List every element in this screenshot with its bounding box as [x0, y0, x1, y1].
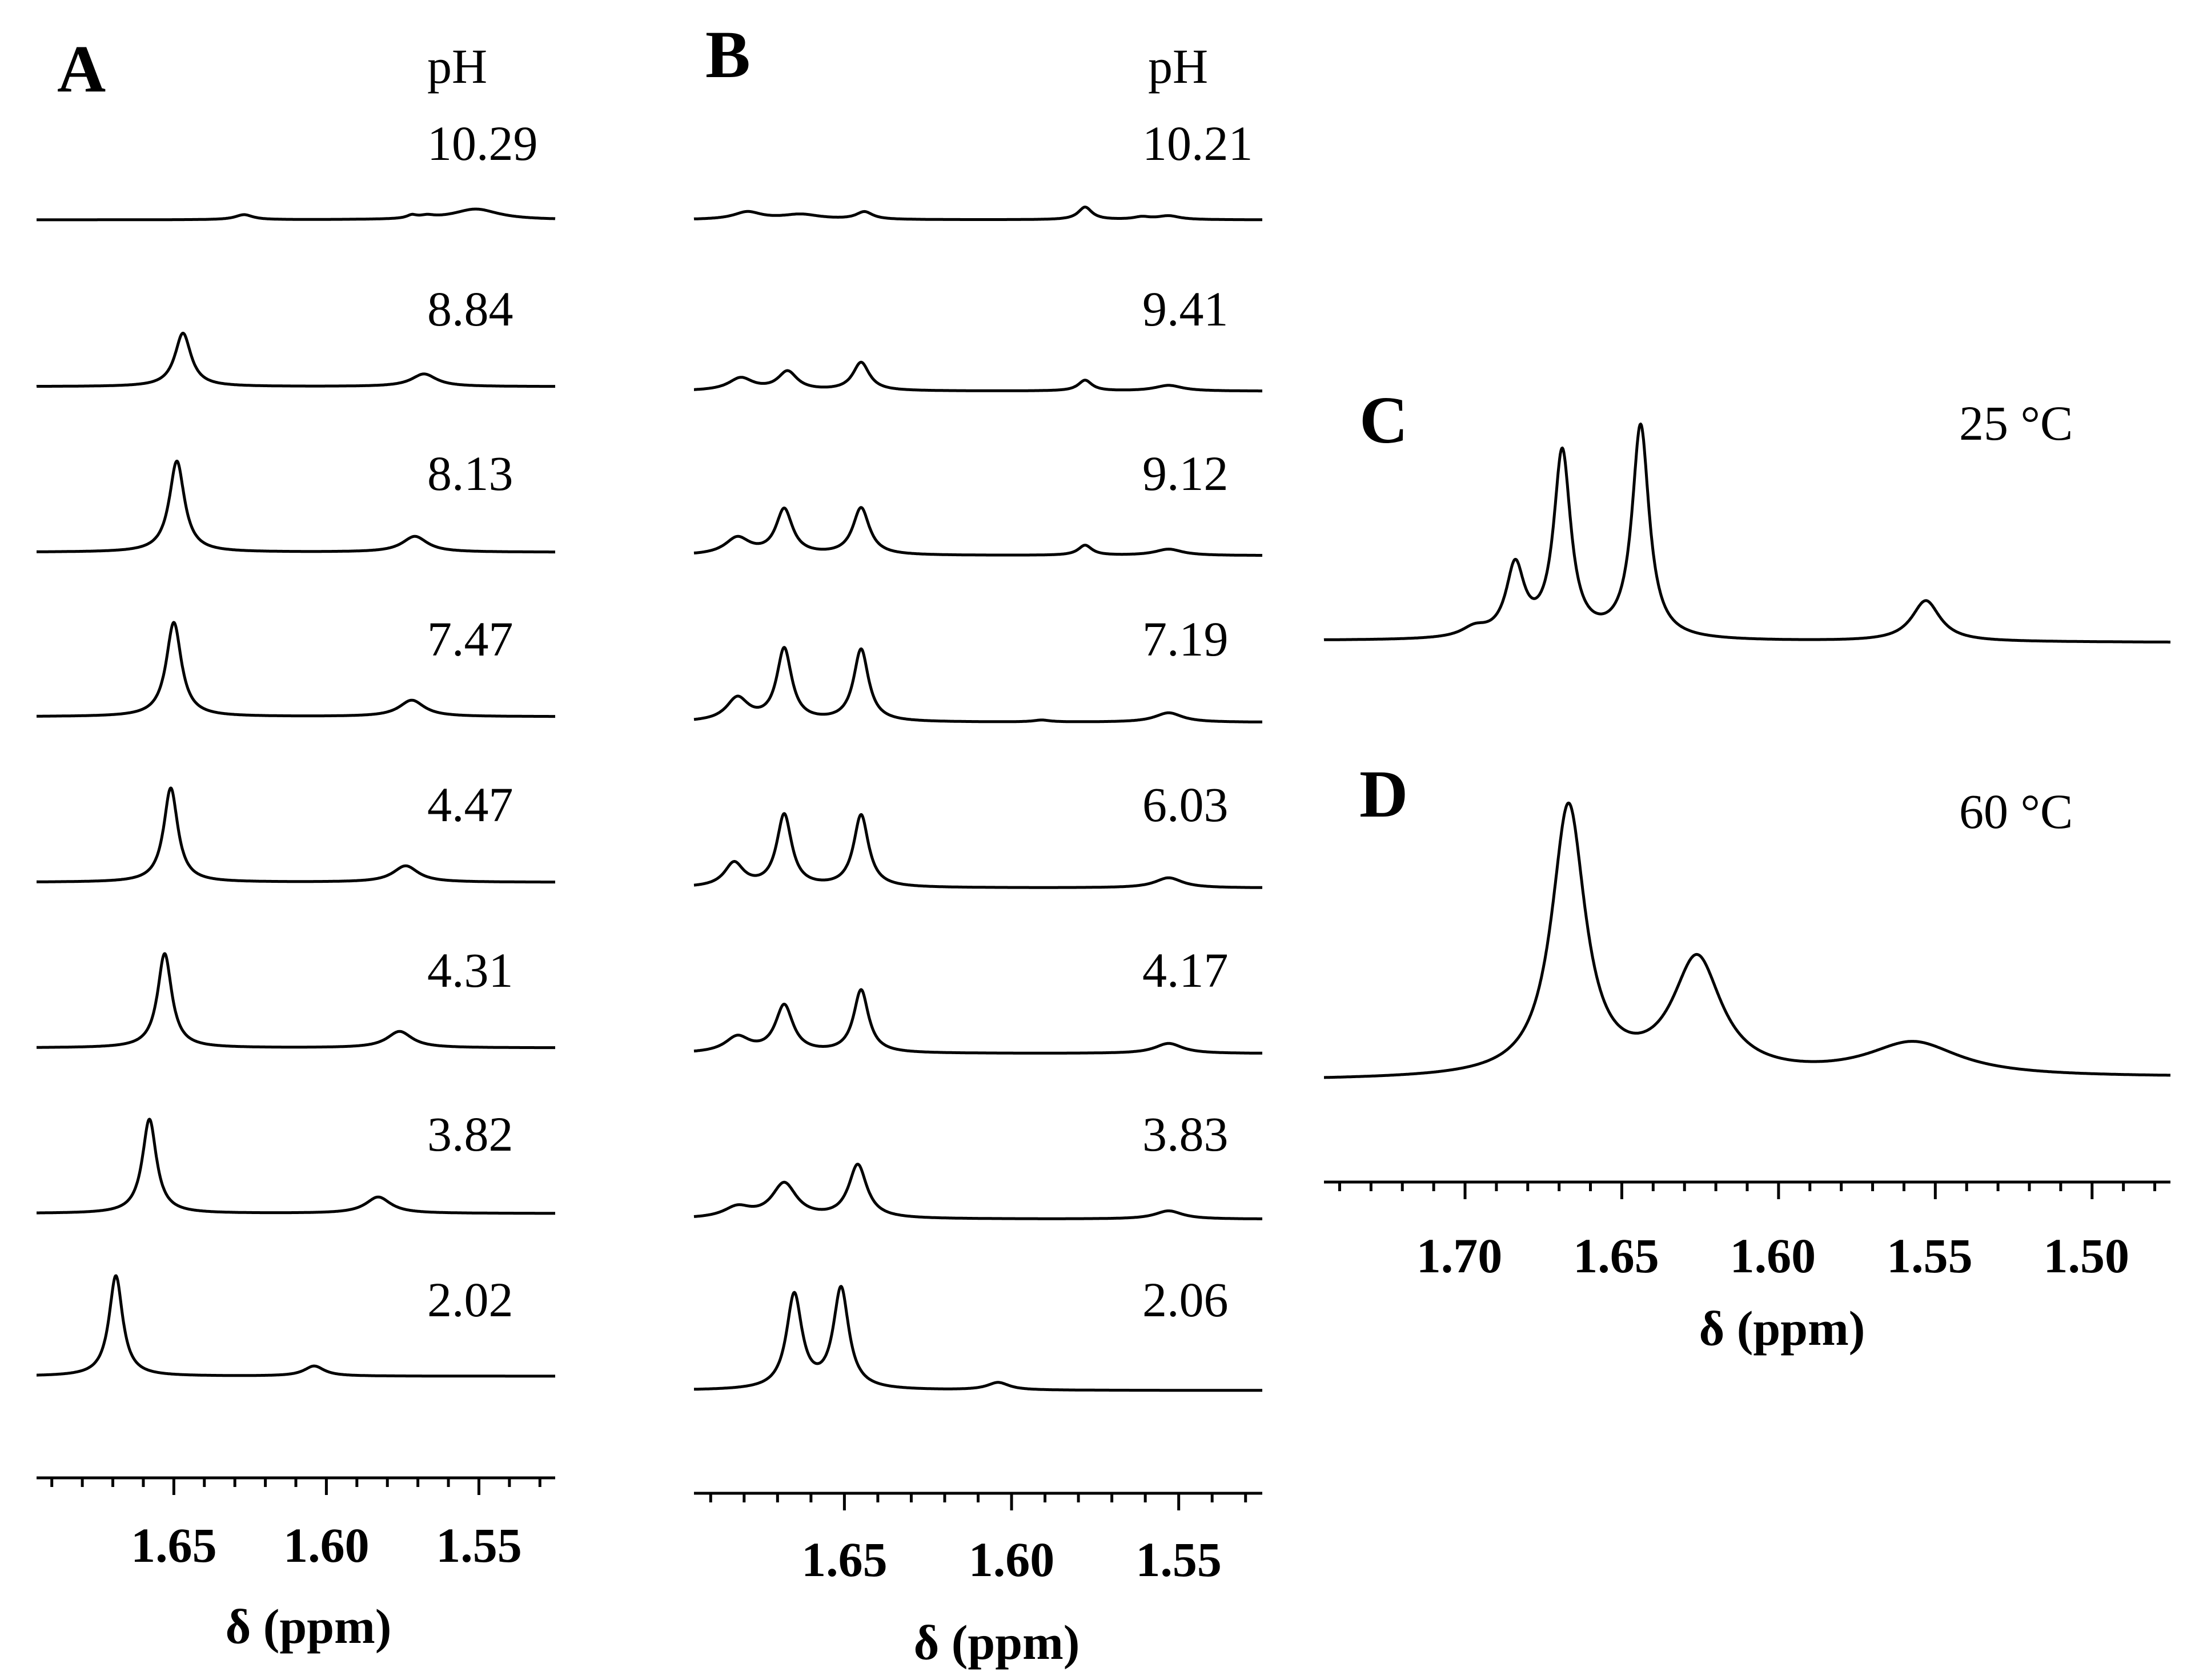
panel-a-tick-label: 1.60	[283, 1518, 370, 1573]
panel-b-ph-label-10-21: 10.21	[1142, 116, 1253, 171]
panel-d: D 60 °C 1.70 1.65 1.60 1.55 1.50 δ (ppm)	[1323, 757, 2172, 1356]
panel-d-tick-label: 1.65	[1573, 1228, 1659, 1283]
panel-b-spectrum-ph-7-19	[693, 646, 1263, 724]
panel-b-ph-label-2-06: 2.06	[1142, 1272, 1229, 1327]
panel-d-x-axis: 1.70 1.65 1.60 1.55 1.50	[1324, 1180, 2170, 1283]
panel-b: B pH 10.21 9.41 9.12 7.19 6.03 4.17 3.83 2.06 1…	[693, 17, 1263, 1670]
panel-d-spectra	[1323, 801, 2172, 1079]
panel-b-spectrum-ph-4-17	[693, 988, 1263, 1055]
panel-a-spectrum-ph-10-29	[35, 207, 556, 222]
panel-b-tick-label: 1.60	[969, 1532, 1055, 1587]
panel-c-temperature-label: 25 °C	[1959, 396, 2073, 451]
panel-a-spectra: 10.29 8.84 8.13 7.47 4.47 4.31 3.82 2.02	[35, 116, 556, 1378]
panel-b-spectrum-ph-9-41	[693, 360, 1263, 393]
panel-b-x-axis-title: δ (ppm)	[914, 1615, 1080, 1670]
panel-b-ph-label-3-83: 3.83	[1142, 1107, 1229, 1161]
panel-c-spectrum-25c	[1323, 423, 2172, 644]
panel-b-ph-label-9-41: 9.41	[1142, 282, 1229, 336]
panel-b-tick-label: 1.65	[801, 1532, 888, 1587]
panel-b-ph-label-6-03: 6.03	[1142, 777, 1229, 832]
panel-a-ph-label-4-47: 4.47	[427, 777, 513, 832]
panel-a-ph-label-3-82: 3.82	[427, 1107, 513, 1161]
panel-a-ph-label-7-47: 7.47	[427, 612, 513, 666]
panel-b-ph-label-7-19: 7.19	[1142, 612, 1229, 666]
panel-c-letter: C	[1359, 383, 1408, 457]
panel-d-tick-label: 1.50	[2044, 1228, 2130, 1283]
panel-a-ph-header: pH	[427, 39, 487, 94]
panel-b-spectrum-ph-2-06	[693, 1285, 1263, 1392]
panel-a-spectrum-ph-8-13	[35, 460, 556, 554]
panel-a-ph-label-10-29: 10.29	[427, 116, 538, 171]
panel-a-spectrum-ph-3-82	[35, 1118, 556, 1215]
panel-d-letter: D	[1359, 757, 1408, 831]
panel-a-spectrum-ph-7-47	[35, 621, 556, 718]
panel-a-ph-label-8-84: 8.84	[427, 282, 513, 336]
panel-b-tick-label: 1.55	[1135, 1532, 1222, 1587]
panel-b-ph-label-4-17: 4.17	[1142, 943, 1229, 998]
panel-d-x-axis-title: δ (ppm)	[1699, 1301, 1865, 1356]
panel-c-spectra	[1323, 423, 2172, 644]
panel-b-spectrum-ph-6-03	[693, 812, 1263, 889]
panel-a: A pH 10.29 8.84 8.13 7.47 4.47 4.31 3.82 2.02 1…	[35, 31, 556, 1654]
panel-b-ph-label-9-12: 9.12	[1142, 446, 1229, 501]
panel-b-letter: B	[705, 17, 751, 92]
panel-b-ph-header: pH	[1148, 39, 1208, 94]
panel-c: C 25 °C	[1323, 383, 2172, 644]
panel-a-ph-label-8-13: 8.13	[427, 446, 513, 501]
panel-d-tick-label: 1.55	[1887, 1228, 1973, 1283]
panel-b-spectrum-ph-10-21	[693, 206, 1263, 222]
panel-a-letter: A	[57, 31, 106, 106]
panel-d-spectrum-60c	[1323, 801, 2172, 1079]
panel-a-spectrum-ph-2-02	[35, 1274, 556, 1378]
panel-a-spectrum-ph-8-84	[35, 331, 556, 388]
panel-a-x-axis: 1.65 1.60 1.55	[37, 1476, 555, 1573]
panel-a-spectrum-ph-4-31	[35, 952, 556, 1050]
panel-b-spectrum-ph-3-83	[693, 1163, 1263, 1220]
panel-b-spectrum-ph-9-12	[693, 506, 1263, 557]
panel-a-ph-label-4-31: 4.31	[427, 943, 513, 998]
panel-a-tick-label: 1.65	[131, 1518, 217, 1573]
panel-a-ph-label-2-02: 2.02	[427, 1272, 513, 1327]
panel-b-x-axis: 1.65 1.60 1.55	[694, 1492, 1262, 1587]
panel-d-temperature-label: 60 °C	[1959, 784, 2073, 839]
panel-a-x-axis-title: δ (ppm)	[226, 1599, 392, 1654]
panel-a-spectrum-ph-4-47	[35, 786, 556, 884]
panel-b-spectra: 10.21 9.41 9.12 7.19 6.03 4.17 3.83 2.06	[693, 116, 1263, 1392]
panel-d-tick-label: 1.70	[1416, 1228, 1503, 1283]
panel-d-tick-label: 1.60	[1730, 1228, 1816, 1283]
panel-a-tick-label: 1.55	[436, 1518, 522, 1573]
